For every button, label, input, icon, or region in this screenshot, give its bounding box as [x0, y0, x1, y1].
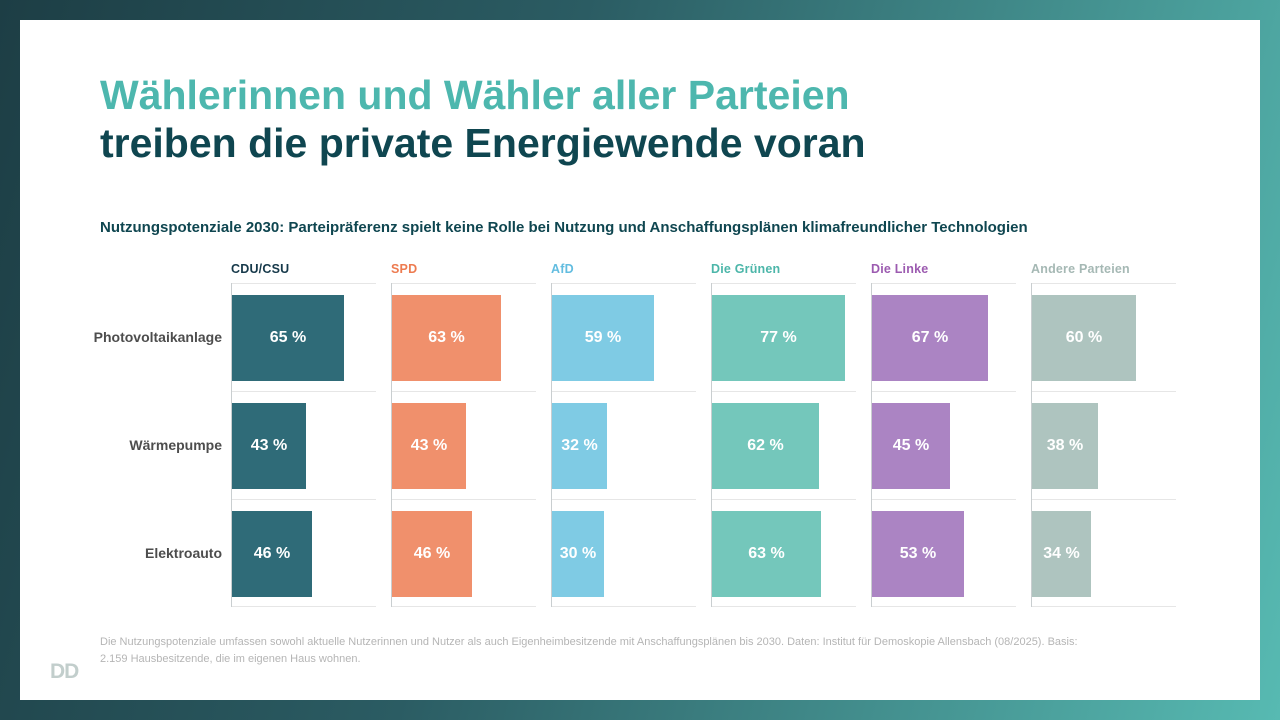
bar-value-label: 77 % [760, 329, 797, 346]
brand-logo: DD [50, 660, 79, 683]
column-header: CDU/CSU [231, 262, 290, 276]
bar-cell: 60 % [1032, 283, 1176, 391]
column-header: Die Linke [871, 262, 929, 276]
page-title: Wählerinnen und Wähler aller Parteien tr… [100, 72, 866, 168]
bar-cell: 38 % [1032, 391, 1176, 499]
bar-value-label: 60 % [1065, 329, 1103, 346]
bar-cell: 77 % [712, 283, 856, 391]
bar-cell: 67 % [872, 283, 1016, 391]
bar-cell: 63 % [712, 499, 856, 607]
column-body: 60 % 38 % 34 % [1031, 283, 1191, 607]
bar: 30 % [552, 511, 604, 597]
bar: 43 % [392, 403, 466, 489]
column-header: Die Grünen [711, 262, 781, 276]
source-footnote-line1: Die Nutzungspotenziale umfassen sowohl a… [100, 636, 1078, 648]
chart-subtitle: Nutzungspotenziale 2030: Parteipräferenz… [100, 219, 1028, 236]
bar: 60 % [1032, 295, 1136, 381]
column-body: 67 % 45 % 53 % [871, 283, 1031, 607]
bar-cell: 46 % [232, 499, 376, 607]
bar-value-label: 46 % [413, 545, 451, 562]
slide-card: Wählerinnen und Wähler aller Parteien tr… [20, 20, 1260, 700]
bar-value-label: 59 % [584, 329, 622, 346]
column-body: 77 % 62 % 63 % [711, 283, 871, 607]
bar: 62 % [712, 403, 819, 489]
bar-value-label: 30 % [559, 545, 597, 562]
bar-cell: 30 % [552, 499, 696, 607]
bar-value-label: 45 % [892, 437, 930, 454]
bar: 43 % [232, 403, 306, 489]
bar: 67 % [872, 295, 988, 381]
bar: 53 % [872, 511, 964, 597]
bar-value-label: 46 % [253, 545, 291, 562]
chart-column: Die Grünen 77 % 62 % 63 % [711, 255, 871, 607]
bar: 77 % [712, 295, 845, 381]
chart-column: CDU/CSU 65 % 43 % 46 % [231, 255, 391, 607]
source-footnote: Die Nutzungspotenziale umfassen sowohl a… [100, 634, 1130, 668]
bar-cell: 45 % [872, 391, 1016, 499]
bar: 46 % [392, 511, 472, 597]
bar-value-label: 63 % [428, 329, 465, 346]
bar-cell: 46 % [392, 499, 536, 607]
row-labels: Photovoltaikanlage Wärmepumpe Elektroauto [93, 283, 231, 607]
bar-value-label: 32 % [561, 437, 598, 454]
bar-cell: 65 % [232, 283, 376, 391]
bar-value-label: 67 % [911, 329, 949, 346]
bar-value-label: 43 % [410, 437, 448, 454]
bar-cell: 59 % [552, 283, 696, 391]
column-body: 63 % 43 % 46 % [391, 283, 551, 607]
bar-value-label: 43 % [250, 437, 288, 454]
bar: 34 % [1032, 511, 1091, 597]
column-header: AfD [551, 262, 574, 276]
chart-column: Die Linke 67 % 45 % 53 % [871, 255, 1031, 607]
chart-column: SPD 63 % 43 % 46 % [391, 255, 551, 607]
column-body: 65 % 43 % 46 % [231, 283, 391, 607]
bar-cell: 43 % [392, 391, 536, 499]
bar: 38 % [1032, 403, 1098, 489]
bar: 65 % [232, 295, 344, 381]
bar-cell: 63 % [392, 283, 536, 391]
bar-value-label: 62 % [747, 437, 784, 454]
row-label: Photovoltaikanlage [93, 329, 222, 345]
bar-value-label: 65 % [269, 329, 307, 346]
page-title-line2: treiben die private Energiewende voran [100, 119, 866, 166]
bar-value-label: 63 % [748, 545, 785, 562]
page-title-line1: Wählerinnen und Wähler aller Parteien [100, 72, 850, 118]
row-label: Elektroauto [144, 545, 222, 561]
column-header: Andere Parteien [1031, 262, 1130, 276]
bar-value-label: 38 % [1046, 437, 1084, 454]
bar-value-label: 34 % [1043, 545, 1080, 562]
bar-cell: 43 % [232, 391, 376, 499]
bar: 59 % [552, 295, 654, 381]
bar-cell: 34 % [1032, 499, 1176, 607]
bar-cell: 32 % [552, 391, 696, 499]
chart-column: AfD 59 % 32 % 30 % [551, 255, 711, 607]
bar: 63 % [712, 511, 821, 597]
chart-column: Andere Parteien 60 % 38 % 34 % [1031, 255, 1191, 607]
bar: 46 % [232, 511, 312, 597]
column-header: SPD [391, 262, 418, 276]
column-body: 59 % 32 % 30 % [551, 283, 711, 607]
source-footnote-line2: 2.159 Hausbesitzende, die im eigenen Hau… [100, 653, 361, 666]
row-label: Wärmepumpe [129, 437, 222, 453]
bar-cell: 53 % [872, 499, 1016, 607]
bar: 32 % [552, 403, 607, 489]
bar-value-label: 53 % [899, 545, 937, 562]
bar-cell: 62 % [712, 391, 856, 499]
chart-columns: CDU/CSU 65 % 43 % 46 % SPD 63 % 43 % 46 % AfD 59 … [231, 255, 1191, 607]
bar: 45 % [872, 403, 950, 489]
bar: 63 % [392, 295, 501, 381]
